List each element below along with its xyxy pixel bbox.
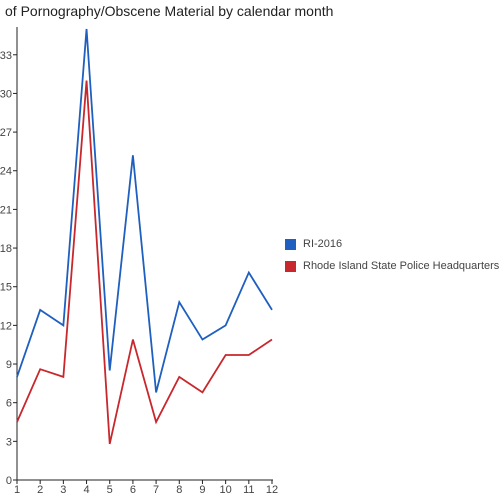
y-tick-label: 6 xyxy=(6,398,12,410)
x-tick-label: 9 xyxy=(199,484,205,496)
legend-swatch xyxy=(285,238,296,250)
x-tick-label: 11 xyxy=(243,484,254,496)
x-tick-label: 3 xyxy=(60,484,66,496)
legend-swatch xyxy=(285,260,296,272)
x-tick-label: 5 xyxy=(107,484,113,496)
y-tick-label: 9 xyxy=(6,359,12,371)
x-tick-label: 6 xyxy=(130,484,136,496)
legend: RI-2016 Rhode Island State Police Headqu… xyxy=(285,237,499,281)
x-tick-label: 10 xyxy=(220,484,232,496)
y-tick-label: 0 xyxy=(6,475,12,487)
y-tick-label: 18 xyxy=(0,243,12,255)
series-line-2 xyxy=(16,80,273,445)
y-tick-label: 15 xyxy=(0,282,12,294)
x-tick-label: 7 xyxy=(153,484,159,496)
legend-label: Rhode Island State Police Headquarters xyxy=(303,260,500,272)
chart-title: of Pornography/Obscene Material by calen… xyxy=(5,3,334,19)
x-tick-label: 8 xyxy=(176,484,182,496)
y-tick-label: 33 xyxy=(0,50,12,62)
x-tick-label: 4 xyxy=(83,484,89,496)
legend-label: RI-2016 xyxy=(303,238,343,250)
x-tick-label: 1 xyxy=(14,484,20,496)
y-tick-label: 12 xyxy=(0,320,12,332)
y-tick-label: 27 xyxy=(0,127,12,139)
y-tick-label: 3 xyxy=(6,436,12,448)
legend-item-ri-2016[interactable]: RI-2016 xyxy=(285,237,499,251)
y-tick-label: 21 xyxy=(0,204,12,216)
y-tick-label: 30 xyxy=(0,88,12,100)
y-tick-label: 24 xyxy=(0,166,12,178)
series-line-1 xyxy=(16,28,273,393)
x-tick-label: 2 xyxy=(37,484,43,496)
x-tick-label: 12 xyxy=(266,484,278,496)
legend-item-state-police-hq[interactable]: Rhode Island State Police Headquarters xyxy=(285,259,499,273)
